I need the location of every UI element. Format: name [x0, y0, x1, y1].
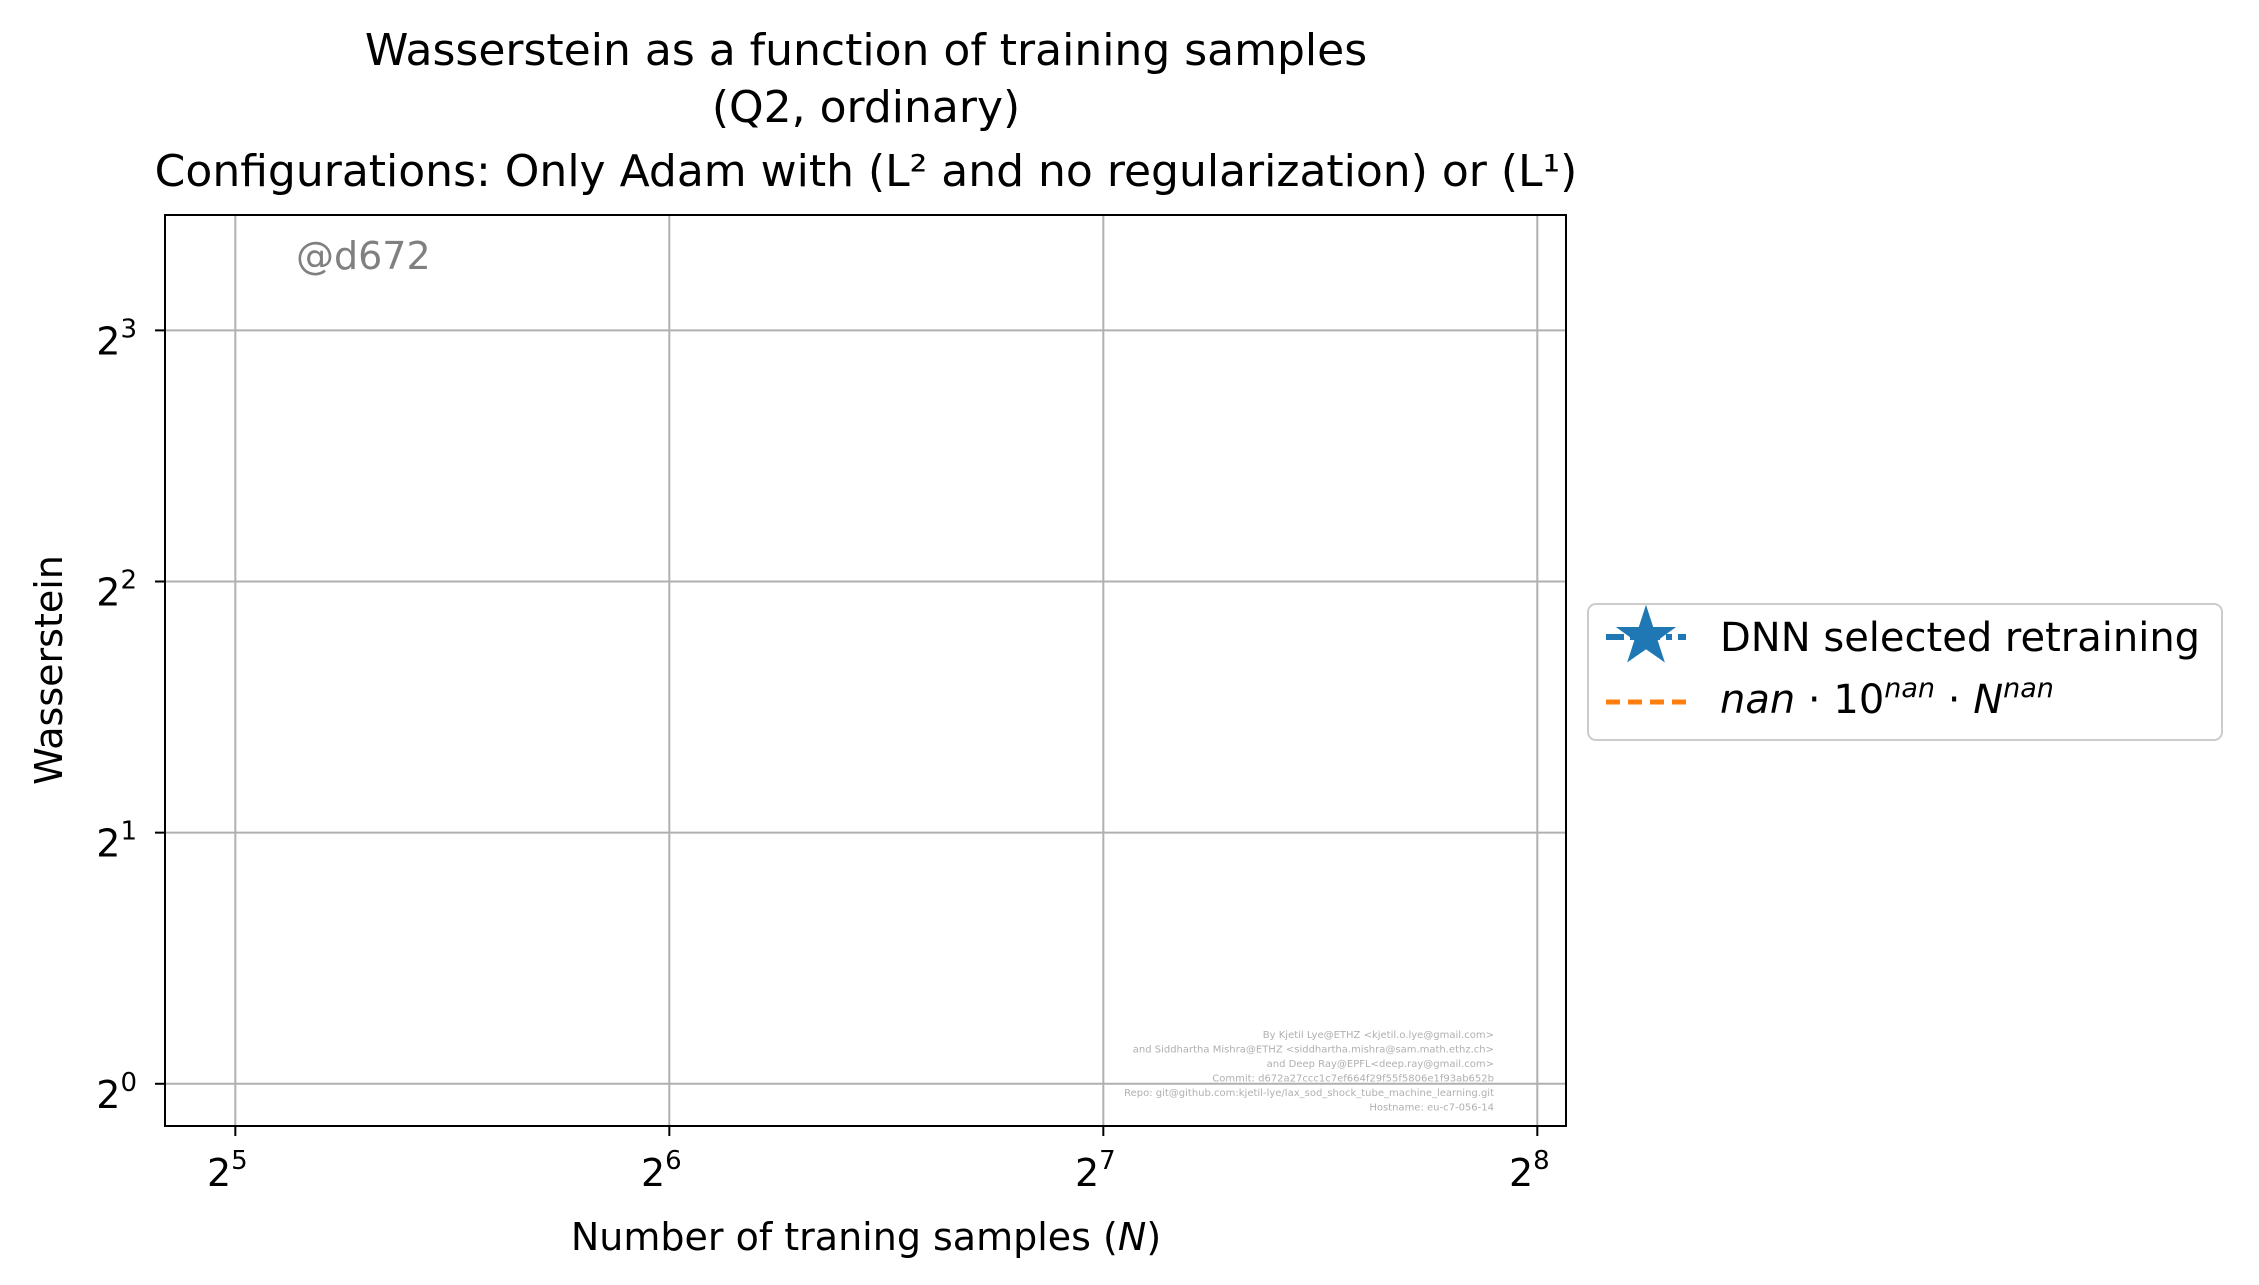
credit-line: and Deep Ray@EPFL<deep.ray@gmail.com>: [1267, 1059, 1494, 1070]
legend: DNN selected retraining nan · 10nan · Nn…: [1587, 603, 2223, 741]
watermark-label: @d672: [296, 234, 431, 278]
y-axis-label: Wasserstein: [27, 555, 71, 785]
credit-line: Repo: git@github.com:kjetil-lye/lax_sod_…: [1124, 1088, 1494, 1099]
axis-ticks: 25 26 27 28 20 21 22 23: [96, 314, 1549, 1195]
title-line-3: Configurations: Only Adam with (L² and n…: [155, 146, 1578, 197]
credit-line: By Kjetil Lye@ETHZ <kjetil.o.lye@gmail.c…: [1263, 1030, 1494, 1041]
grid-lines: [165, 215, 1566, 1126]
title-line-2: (Q2, ordinary): [712, 82, 1020, 133]
legend-entry-fit: nan · 10nan · Nnan: [1606, 673, 2054, 723]
y-tick-label: 22: [96, 566, 137, 615]
y-tick-label: 21: [96, 817, 137, 866]
credits-block: By Kjetil Lye@ETHZ <kjetil.o.lye@gmail.c…: [1124, 1030, 1494, 1114]
legend-entry-dnn: DNN selected retraining: [1606, 604, 2200, 663]
chart-title: Wasserstein as a function of training sa…: [155, 25, 1578, 197]
x-tick-label: 27: [1075, 1146, 1116, 1195]
credit-line: Commit: d672a27ccc1c7ef664f29f55f5806e1f…: [1212, 1074, 1494, 1085]
x-axis-label-var: N: [1118, 1215, 1146, 1259]
x-axis-label: Number of traning samples (N): [571, 1215, 1161, 1259]
legend-label-fit: nan · 10nan · Nnan: [1720, 673, 2054, 723]
x-tick-label: 25: [207, 1146, 248, 1195]
y-tick-label: 20: [96, 1068, 137, 1117]
legend-box: [1587, 603, 2223, 741]
legend-star-marker: [1615, 604, 1677, 663]
x-axis-label-close: ): [1146, 1215, 1161, 1259]
legend-label-dnn: DNN selected retraining: [1720, 615, 2200, 661]
x-axis-label-text: Number of traning samples (: [571, 1215, 1118, 1259]
y-tick-label: 23: [96, 314, 137, 363]
title-line-1: Wasserstein as a function of training sa…: [365, 25, 1367, 76]
x-tick-label: 28: [1509, 1146, 1550, 1195]
plot-frame: [164, 214, 1567, 1127]
credit-line: and Siddhartha Mishra@ETHZ <siddhartha.m…: [1133, 1045, 1494, 1056]
credit-line: Hostname: eu-c7-056-14: [1369, 1103, 1494, 1114]
x-tick-label: 26: [641, 1146, 682, 1195]
plot-area: [165, 215, 1566, 1126]
